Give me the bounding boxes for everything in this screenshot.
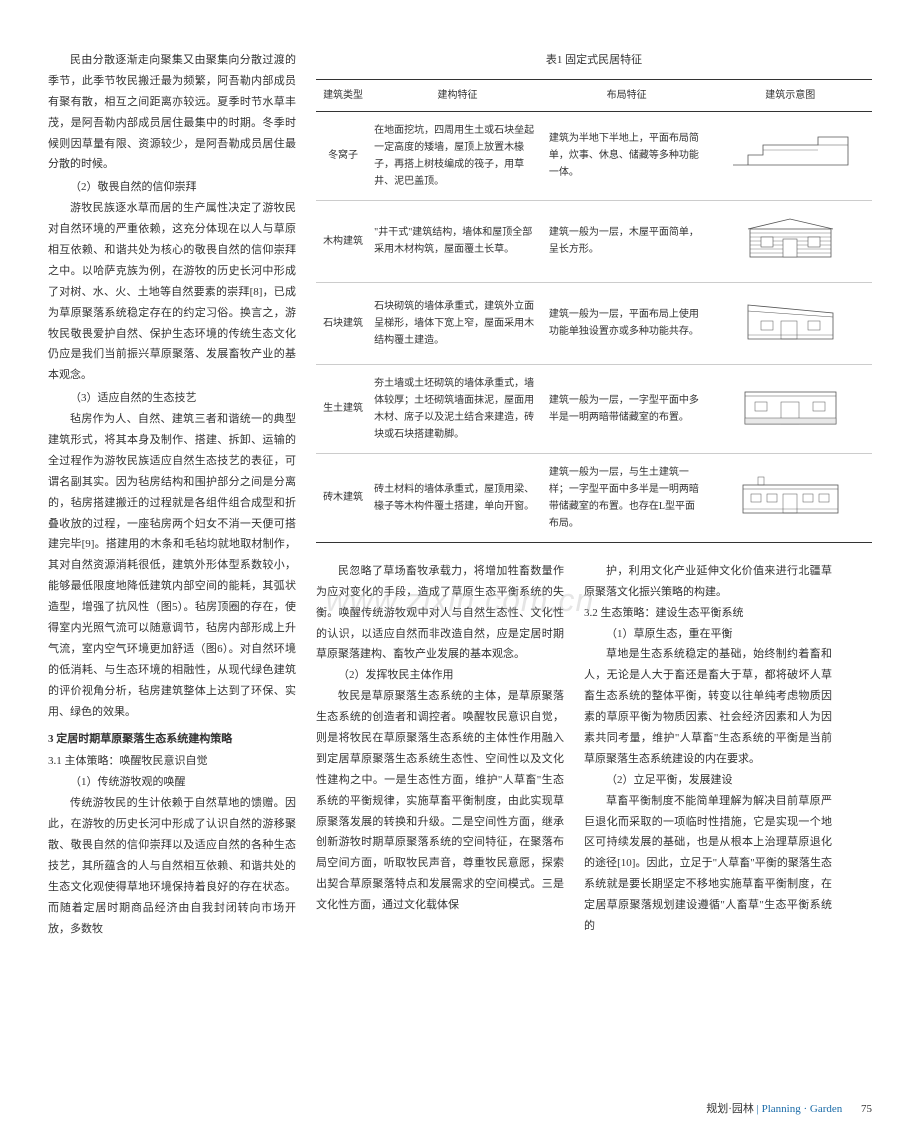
footer-section-en: Planning · Garden — [762, 1103, 843, 1115]
subheading: （1）草原生态，重在平衡 — [584, 624, 832, 645]
table-title: 表1 固定式民居特征 — [316, 50, 872, 71]
cell-struct: "井干式"建筑结构，墙体和屋顶全部采用木材构筑，屋面覆土长草。 — [370, 200, 545, 282]
cell-struct: 石块砌筑的墙体承重式，建筑外立面呈梯形，墙体下宽上窄，屋面采用木结构覆土建造。 — [370, 282, 545, 364]
subheading: （3）适应自然的生态技艺 — [48, 388, 296, 409]
body-text: 草畜平衡制度不能简单理解为解决目前草原严巨退化而采取的一项临时性措施，它是实现一… — [584, 791, 832, 937]
data-table: 建筑类型 建构特征 布局特征 建筑示意图 冬窝子 在地面挖坑，四周用生土或石块垒… — [316, 79, 872, 543]
body-text: 民忽略了草场畜牧承载力，将增加牲畜数量作为应对变化的手段，造成了草原生态平衡系统… — [316, 561, 564, 665]
table-row: 生土建筑 夯土墙或土坯砌筑的墙体承重式，墙体较厚；土坯砌筑墙面抹泥，屋面用木材、… — [316, 364, 872, 453]
cell-type: 生土建筑 — [316, 364, 370, 453]
table-row: 木构建筑 "井干式"建筑结构，墙体和屋顶全部采用木材构筑，屋面覆土长草。 建筑一… — [316, 200, 872, 282]
cell-diagram — [708, 282, 872, 364]
table-row: 石块建筑 石块砌筑的墙体承重式，建筑外立面呈梯形，墙体下宽上窄，屋面采用木结构覆… — [316, 282, 872, 364]
table-row: 砖木建筑 砖土材料的墙体承重式，屋顶用梁、椽子等木构件覆土搭建，单向开窗。 建筑… — [316, 453, 872, 542]
dugout-diagram — [723, 125, 858, 180]
cell-layout: 建筑一般为一层，与生土建筑一样；一字型平面中多半是一明两暗带储藏室的布置。也存在… — [545, 453, 709, 542]
body-text: 游牧民族逐水草而居的生产属性决定了游牧民对自然环境的严重依赖，这充分体现在以人与… — [48, 198, 296, 386]
cell-layout: 建筑一般为一层，木屋平面简单，呈长方形。 — [545, 200, 709, 282]
body-text: 传统游牧民的生计依赖于自然草地的馈赠。因此，在游牧的历史长河中形成了认识自然的游… — [48, 793, 296, 939]
subheading: （2）发挥牧民主体作用 — [316, 665, 564, 686]
section-heading: 3 定居时期草原聚落生态系统建构策略 — [48, 729, 296, 750]
log-house-diagram — [723, 211, 858, 266]
table-row: 冬窝子 在地面挖坑，四周用生土或石块垒起一定高度的矮墙，屋顶上放置木椽子，再搭上… — [316, 111, 872, 200]
cell-diagram — [708, 453, 872, 542]
brick-house-diagram — [723, 467, 858, 522]
subsection-heading: 3.1 主体策略：唤醒牧民意识自觉 — [48, 751, 296, 772]
cell-layout: 建筑一般为一层，平面布局上使用功能单独设置亦或多种功能共存。 — [545, 282, 709, 364]
table-header: 布局特征 — [545, 79, 709, 111]
cell-diagram — [708, 111, 872, 200]
table-header: 建筑类型 — [316, 79, 370, 111]
page-footer: 规划·园林 | Planning · Garden 75 — [706, 1099, 872, 1120]
earth-house-diagram — [723, 378, 858, 433]
cell-diagram — [708, 200, 872, 282]
body-text: 草地是生态系统稳定的基础，始终制约着畜和人，无论是人大于畜还是畜大于草，都将破坏… — [584, 644, 832, 769]
cell-type: 石块建筑 — [316, 282, 370, 364]
subheading: （2）立足平衡，发展建设 — [584, 770, 832, 791]
table-header: 建构特征 — [370, 79, 545, 111]
body-text: 牧民是草原聚落生态系统的主体，是草原聚落生态系统的创造者和调控者。唤醒牧民意识自… — [316, 686, 564, 916]
subheading: （2）敬畏自然的信仰崇拜 — [48, 177, 296, 198]
cell-type: 冬窝子 — [316, 111, 370, 200]
body-text: 毡房作为人、自然、建筑三者和谐统一的典型建筑形式，将其本身及制作、搭建、拆卸、运… — [48, 409, 296, 722]
table-header: 建筑示意图 — [708, 79, 872, 111]
footer-section-han: 规划·园林 — [706, 1103, 754, 1115]
cell-layout: 建筑为半地下半地上，平面布局简单，炊事、休息、储藏等多种功能一体。 — [545, 111, 709, 200]
cell-struct: 夯土墙或土坯砌筑的墙体承重式，墙体较厚；土坯砌筑墙面抹泥，屋面用木材、席子以及泥… — [370, 364, 545, 453]
subheading: （1）传统游牧观的唤醒 — [48, 772, 296, 793]
subsection-heading: 3.2 生态策略：建设生态平衡系统 — [584, 603, 832, 624]
stone-house-diagram — [723, 293, 858, 348]
page-number: 75 — [861, 1103, 872, 1115]
body-text: 护，利用文化产业延伸文化价值来进行北疆草原聚落文化振兴策略的构建。 — [584, 561, 832, 603]
cell-type: 木构建筑 — [316, 200, 370, 282]
cell-type: 砖木建筑 — [316, 453, 370, 542]
cell-struct: 砖土材料的墙体承重式，屋顶用梁、椽子等木构件覆土搭建，单向开窗。 — [370, 453, 545, 542]
cell-layout: 建筑一般为一层，一字型平面中多半是一明两暗带储藏室的布置。 — [545, 364, 709, 453]
cell-diagram — [708, 364, 872, 453]
cell-struct: 在地面挖坑，四周用生土或石块垒起一定高度的矮墙，屋顶上放置木椽子，再搭上树枝编成… — [370, 111, 545, 200]
body-text: 民由分散逐渐走向聚集又由聚集向分散过渡的季节，此季节牧民搬迁最为频繁，阿吾勒内部… — [48, 50, 296, 175]
